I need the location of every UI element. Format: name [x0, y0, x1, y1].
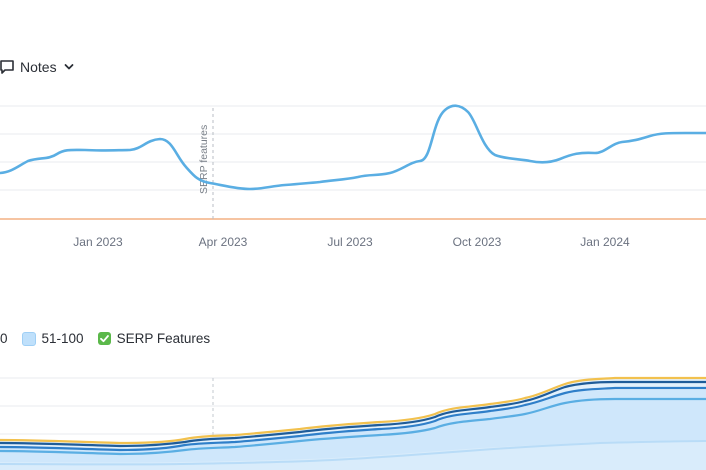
x-tick-label: Jan 2024 — [580, 235, 630, 249]
x-tick-label: Apr 2023 — [198, 235, 248, 249]
legend-label: SERP Features — [116, 331, 211, 346]
series-line — [0, 376, 706, 445]
x-tick-label: Oct 2023 — [452, 235, 502, 249]
series-line — [0, 440, 706, 466]
top-line-chart: SERP features — [0, 104, 706, 220]
annotation-label: SERP features — [198, 125, 210, 194]
notes-button[interactable]: Notes — [0, 59, 75, 75]
checkmark-icon[interactable] — [97, 332, 111, 345]
comment-icon — [0, 60, 14, 74]
x-tick-label: Jan 2023 — [73, 235, 123, 249]
chevron-down-icon — [63, 61, 75, 73]
bottom-area-chart — [0, 376, 706, 470]
checkbox-icon[interactable] — [21, 331, 36, 346]
x-tick-label: Jul 2023 — [327, 235, 373, 249]
legend-label: 0 — [0, 331, 8, 346]
series-line — [0, 386, 706, 452]
legend-label: 51-100 — [41, 331, 84, 346]
legend-item-partial[interactable]: 0 — [0, 331, 8, 346]
legend-item-51-100[interactable]: 51-100 — [21, 331, 84, 346]
legend: 0 51-100 SERP Features — [0, 331, 224, 346]
series-line — [0, 380, 706, 448]
series-line — [0, 397, 706, 456]
legend-item-serp-features[interactable]: SERP Features — [97, 331, 211, 346]
notes-label: Notes — [20, 59, 57, 75]
series-line — [0, 104, 706, 191]
